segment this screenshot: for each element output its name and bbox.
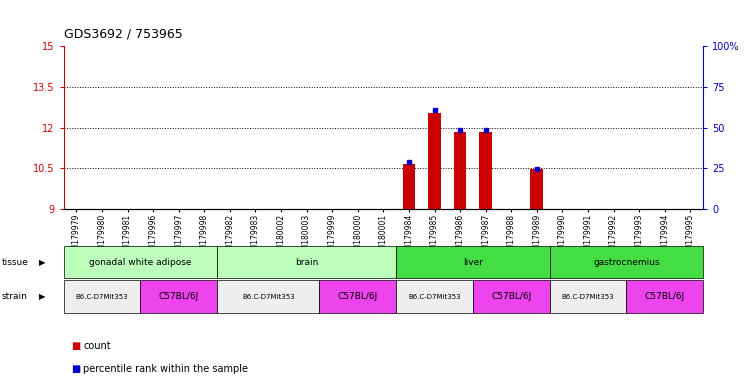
Text: gonadal white adipose: gonadal white adipose	[89, 258, 191, 266]
Text: B6.C-D7Mit353: B6.C-D7Mit353	[408, 294, 461, 300]
Text: liver: liver	[463, 258, 483, 266]
Text: ■: ■	[71, 341, 80, 351]
Text: count: count	[83, 341, 111, 351]
Text: B6.C-D7Mit353: B6.C-D7Mit353	[562, 294, 614, 300]
Bar	[454, 132, 467, 209]
Text: B6.C-D7Mit353: B6.C-D7Mit353	[76, 294, 128, 300]
Text: ■: ■	[71, 364, 80, 374]
Text: ▶: ▶	[39, 292, 46, 301]
Bar	[428, 113, 441, 209]
Text: gastrocnemius: gastrocnemius	[593, 258, 660, 266]
Bar	[402, 164, 415, 209]
Text: C57BL/6J: C57BL/6J	[337, 292, 378, 301]
Bar	[530, 169, 543, 209]
Text: GDS3692 / 753965: GDS3692 / 753965	[64, 27, 183, 40]
Text: brain: brain	[295, 258, 319, 266]
Text: C57BL/6J: C57BL/6J	[159, 292, 199, 301]
Text: C57BL/6J: C57BL/6J	[645, 292, 685, 301]
Text: strain: strain	[1, 292, 28, 301]
Text: B6.C-D7Mit353: B6.C-D7Mit353	[242, 294, 295, 300]
Text: tissue: tissue	[1, 258, 28, 266]
Text: C57BL/6J: C57BL/6J	[491, 292, 531, 301]
Bar	[479, 132, 492, 209]
Text: percentile rank within the sample: percentile rank within the sample	[83, 364, 248, 374]
Text: ▶: ▶	[39, 258, 46, 266]
